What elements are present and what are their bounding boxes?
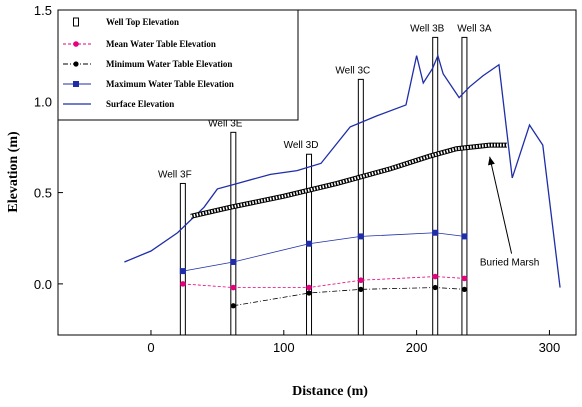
legend: Well Top Elevation Mean Water Table Eleva… xyxy=(57,9,299,121)
well-label: Well 3C xyxy=(335,65,370,76)
mean-water-table-point xyxy=(432,273,439,280)
max-water-table-point xyxy=(306,240,313,247)
mean-water-table-line xyxy=(182,276,465,288)
well-label: Well 3F xyxy=(158,169,192,180)
max-water-table-point xyxy=(230,258,237,265)
well-column xyxy=(179,182,186,336)
well-column xyxy=(357,78,364,336)
min-water-table-point xyxy=(358,286,364,292)
y-tick-label: 0.0 xyxy=(34,277,52,292)
legend-label: Minimum Water Table Elevation xyxy=(106,59,232,69)
buried-marsh-arrow-line xyxy=(489,156,513,254)
legend-swatch-well-top xyxy=(73,17,79,27)
x-tick-label: 200 xyxy=(406,340,428,355)
well-column xyxy=(230,131,237,336)
max-water-table-series xyxy=(179,229,468,275)
mean-water-table-point xyxy=(230,284,237,291)
mean-water-table-point xyxy=(306,284,312,291)
legend-label: Maximum Water Table Elevation xyxy=(106,79,234,89)
y-tick-label: 1.5 xyxy=(34,3,52,18)
min-water-table-line xyxy=(233,287,465,307)
x-tick-label: 0 xyxy=(147,340,154,355)
surface-elevation-series xyxy=(124,53,561,288)
well-column xyxy=(461,36,468,336)
mean-water-table-point xyxy=(180,281,186,287)
legend-swatch-mean-point xyxy=(73,41,79,47)
well-label: Well 3B xyxy=(410,23,445,34)
legend-swatch-min-point xyxy=(73,61,79,67)
mean-water-table-point xyxy=(461,275,468,282)
min-water-table-series xyxy=(230,284,468,309)
y-tick-label: 0.5 xyxy=(34,186,52,201)
well-column xyxy=(432,36,439,336)
y-axis: 0.0 0.5 1.0 1.5 xyxy=(34,3,63,292)
max-water-table-point xyxy=(461,233,468,240)
min-water-table-point xyxy=(461,286,468,292)
max-water-table-point xyxy=(432,229,439,236)
surface-elevation-line xyxy=(124,53,561,288)
x-axis: 0 100 200 300 xyxy=(147,330,560,355)
max-water-table-point xyxy=(179,268,186,275)
well-columns xyxy=(179,36,468,336)
x-tick-label: 300 xyxy=(539,340,561,355)
max-water-table-line xyxy=(182,232,465,272)
buried-marsh-label: Buried Marsh xyxy=(480,258,539,269)
min-water-table-point xyxy=(230,303,236,309)
well-label: Well 3E xyxy=(208,118,243,129)
well-label: Well 3D xyxy=(284,140,319,151)
buried-marsh-band xyxy=(190,142,507,219)
min-water-table-point xyxy=(432,284,438,291)
y-axis-title: Elevation (m) xyxy=(6,131,21,213)
well-label: Well 3A xyxy=(457,23,492,34)
legend-label: Mean Water Table Elevation xyxy=(106,39,216,49)
legend-label: Well Top Elevation xyxy=(106,17,179,27)
mean-water-table-point xyxy=(358,277,364,284)
mean-water-table-series xyxy=(180,273,468,291)
legend-swatch-max-point xyxy=(73,81,79,87)
plot-frame xyxy=(57,9,577,336)
x-tick-label: 100 xyxy=(273,340,295,355)
buried-marsh-arrow-head xyxy=(488,156,495,166)
min-water-table-point xyxy=(306,290,312,296)
well-labels: Well 3F Well 3E Well 3D Well 3C Well 3B Well … xyxy=(158,23,492,180)
annotations: Buried Marsh xyxy=(480,156,539,269)
legend-label: Surface Elevation xyxy=(106,99,174,109)
max-water-table-point xyxy=(357,233,364,240)
x-axis-title: Distance (m) xyxy=(292,384,368,399)
legend-box xyxy=(57,9,299,121)
buried-marsh-hatch xyxy=(190,143,507,218)
y-tick-label: 1.0 xyxy=(34,94,52,109)
